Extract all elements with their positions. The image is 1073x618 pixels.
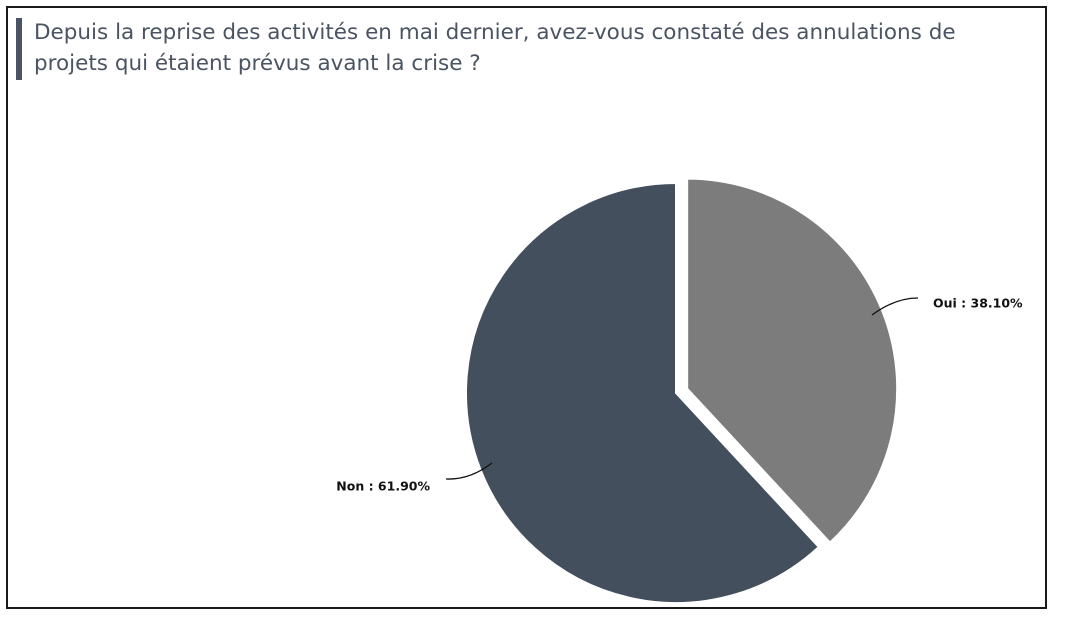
slice-label-oui: Oui : 38.10% — [933, 296, 1023, 311]
leader-line-non — [445, 462, 493, 480]
pie-slice-oui — [686, 177, 899, 545]
slice-label-non: Non : 61.90% — [336, 479, 430, 494]
pie-slice-non — [465, 181, 821, 604]
title-accent-bar — [16, 18, 22, 80]
leader-lines — [445, 297, 919, 480]
leader-line-oui — [871, 297, 919, 316]
chart-title: Depuis la reprise des activités en mai d… — [34, 20, 956, 76]
slice-labels: Oui : 38.10% Non : 61.90% — [336, 296, 1023, 494]
pie-slices — [465, 177, 899, 604]
